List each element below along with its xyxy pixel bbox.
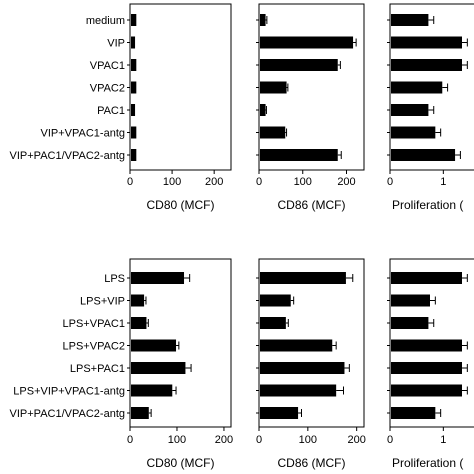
bar [391,36,462,49]
bar [131,407,149,419]
bar [260,14,266,26]
x-tick-label: 1 [440,176,446,188]
bar [131,14,137,26]
bar [391,126,436,139]
category-label: VIP+PAC1/VPAC2-antg [10,408,125,420]
bar [260,81,287,94]
category-label: LPS+PAC1 [70,363,125,375]
axes-frame [258,258,365,428]
x-tick-label: 1 [440,434,446,446]
bar [391,362,462,374]
bar [260,272,346,284]
bar [391,81,443,94]
x-tick-label: 200 [347,434,365,446]
x-axis-title: CD86 (MCF) [278,456,346,470]
bar [391,407,436,419]
category-label: LPS+VPAC2 [63,341,125,353]
bar [131,81,137,94]
bar [131,149,137,161]
bar [131,272,185,284]
bar [260,317,286,329]
bar [391,294,430,307]
bar [131,294,145,307]
category-label: PAC1 [97,105,125,117]
x-tick-label: 0 [256,176,262,188]
bar [260,149,338,161]
category-label: VIP+VPAC1-antg [41,128,125,140]
bar [391,104,429,116]
axes-frame [389,258,474,428]
axes-frame [129,3,232,171]
bar [131,362,186,374]
x-axis-title: Proliferation ( [392,456,463,470]
bar [260,104,266,116]
bar [131,339,177,352]
x-tick-label: 0 [387,434,393,446]
category-label: LPS+VIP [80,296,125,308]
bar [391,317,429,329]
x-axis-title: CD86 (MCF) [278,198,346,212]
bar [260,36,354,49]
x-axis-title: CD80 (MCF) [147,456,215,470]
x-tick-label: 0 [127,434,133,446]
category-label: LPS+VPAC1 [63,318,125,330]
axes-frame [129,258,232,428]
x-tick-label: 100 [163,176,181,188]
x-tick-label: 200 [215,434,233,446]
x-tick-label: 200 [205,176,223,188]
bar [131,384,173,397]
x-tick-label: 100 [294,176,312,188]
bar [391,272,462,284]
x-tick-label: 0 [387,176,393,188]
bar [260,407,299,419]
bar [391,14,429,26]
bar [391,149,456,161]
bar [391,339,462,352]
category-label: VPAC2 [90,83,125,95]
bar [391,59,462,71]
x-axis-title: CD80 (MCF) [147,198,215,212]
bar [131,317,147,329]
bar [131,104,136,116]
category-label: LPS [104,273,125,285]
bar [260,339,333,352]
x-axis-title: Proliferation ( [392,198,463,212]
bar [260,59,338,71]
x-tick-label: 200 [337,176,355,188]
bar [131,59,137,71]
bar [131,36,136,49]
x-tick-label: 0 [256,434,262,446]
category-label: medium [86,15,125,27]
bar [260,126,286,139]
category-label: VPAC1 [90,60,125,72]
category-label: VIP+PAC1/VPAC2-antg [10,150,125,162]
bar [260,362,345,374]
bar [260,384,337,397]
bar [391,384,462,397]
x-tick-label: 0 [127,176,133,188]
x-tick-label: 100 [299,434,317,446]
category-label: LPS+VIP+VPAC1-antg [13,386,125,398]
category-label: VIP [107,38,125,50]
x-tick-label: 100 [168,434,186,446]
bar [131,126,137,139]
bar [260,294,291,307]
